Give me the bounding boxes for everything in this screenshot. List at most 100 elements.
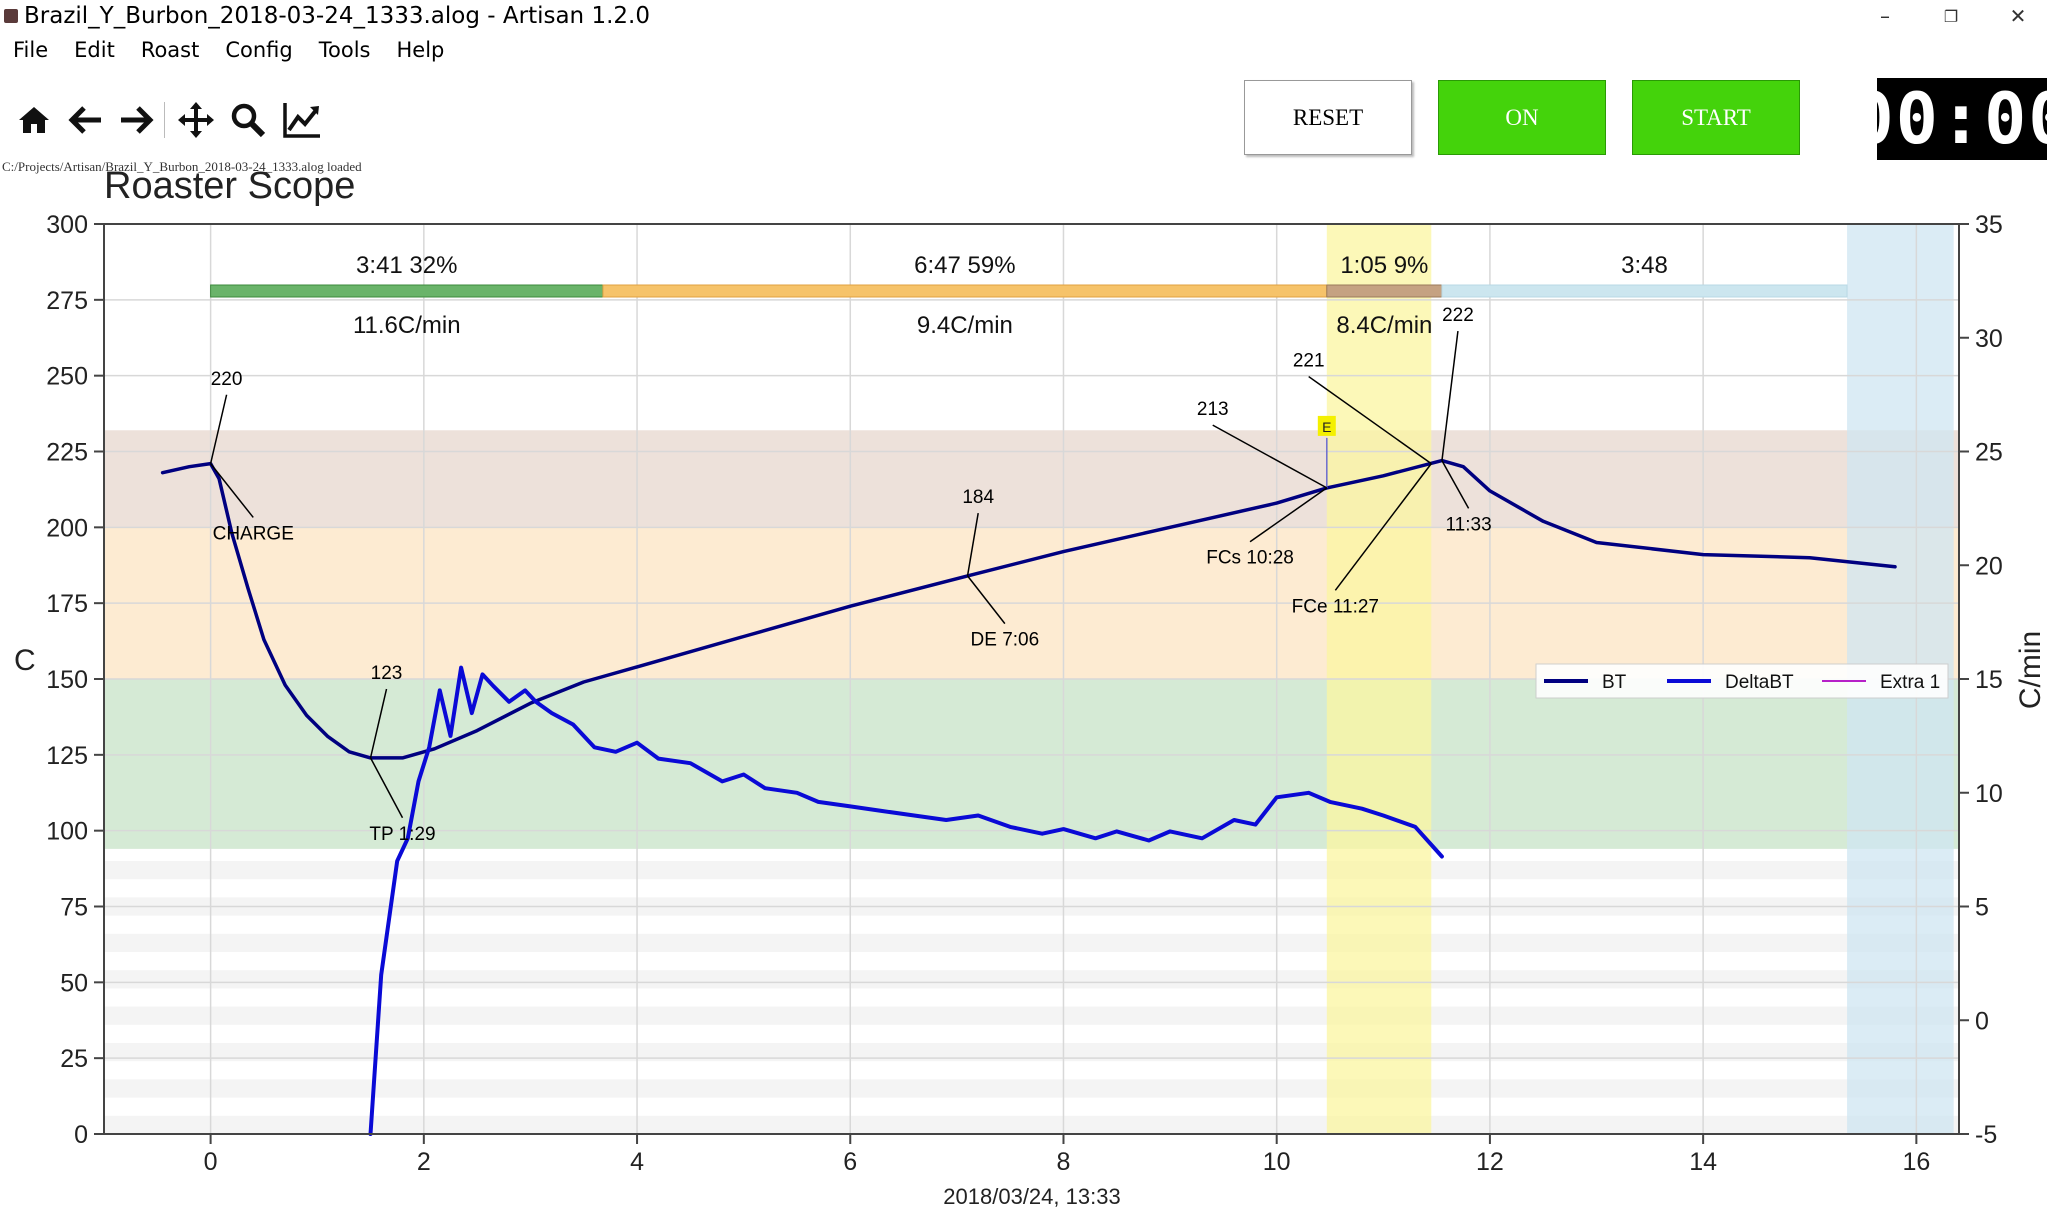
- background-stripe: [104, 933, 1959, 952]
- phase-label: 6:47 59%: [914, 252, 1015, 279]
- series-line-deltabt: [368, 665, 1444, 1136]
- annotation-leader: [1334, 463, 1432, 591]
- annotation-label: 222: [1442, 305, 1474, 326]
- phase-label: 1:05 9%: [1340, 252, 1428, 279]
- phase-ror-label: 8.4C/min: [1336, 312, 1432, 339]
- toolbar-separator: [164, 102, 165, 138]
- y2-axis-label: C/min: [2014, 631, 2047, 709]
- annotation-leader: [369, 688, 388, 759]
- app-icon: [4, 9, 18, 23]
- phase-label: 3:41 32%: [356, 252, 457, 279]
- y-tick-label: 250: [46, 363, 88, 391]
- y-tick-label: 125: [46, 742, 88, 770]
- annotation-leader: [1249, 487, 1328, 543]
- x-tick-label: 2: [417, 1148, 431, 1176]
- x-tick-label: 4: [630, 1148, 644, 1176]
- y-tick-label: 300: [46, 211, 88, 239]
- annotation-label: CHARGE: [213, 523, 294, 544]
- series-line-bt: [160, 458, 1897, 760]
- menu-tools[interactable]: Tools: [318, 38, 371, 62]
- title-bar: Brazil_Y_Burbon_2018-03-24_1333.alog - A…: [0, 0, 2048, 32]
- y2-tick-label: 15: [1975, 666, 2003, 694]
- annotation-label: 221: [1293, 351, 1325, 372]
- close-button[interactable]: ✕: [2009, 4, 2027, 28]
- menu-file[interactable]: File: [13, 38, 49, 62]
- menu-bar: File Edit Roast Config Tools Help: [0, 34, 457, 66]
- temperature-band: [104, 430, 1959, 528]
- y-tick-label: 50: [60, 969, 88, 997]
- start-button[interactable]: START: [1632, 80, 1800, 155]
- roast-timer-display: 00:00: [1852, 78, 2048, 160]
- annotation-leader: [209, 394, 228, 464]
- chart-legend: BT DeltaBT Extra 1: [1535, 663, 1949, 699]
- x-tick-label: 6: [843, 1148, 857, 1176]
- y-tick-label: 100: [46, 818, 88, 846]
- home-icon[interactable]: [12, 98, 56, 142]
- legend-label: Extra 1: [1880, 672, 1940, 693]
- event-marker-box: [1317, 415, 1336, 436]
- on-button[interactable]: ON: [1438, 80, 1606, 155]
- legend-label: BT: [1602, 672, 1627, 693]
- annotation-label: TP 1:29: [369, 824, 435, 845]
- y2-tick-label: 30: [1975, 325, 2003, 353]
- y-tick-label: 25: [60, 1045, 88, 1073]
- status-path-label: C:/Projects/Artisan/Brazil_Y_Burbon_2018…: [2, 159, 362, 174]
- background-stripe: [104, 1115, 1959, 1134]
- y2-tick-label: 0: [1975, 1007, 1989, 1035]
- y-tick-label: 225: [46, 439, 88, 467]
- annotation-label: 11:33: [1446, 514, 1492, 535]
- annotation-label: FCe 11:27: [1292, 596, 1379, 617]
- pan-move-icon[interactable]: [174, 98, 218, 142]
- phase-bar: [210, 284, 604, 298]
- forward-arrow-icon[interactable]: [114, 98, 158, 142]
- y2-tick-label: 25: [1975, 439, 2003, 467]
- phase-ror-label: 9.4C/min: [917, 312, 1013, 339]
- menu-config[interactable]: Config: [225, 38, 293, 62]
- x-tick-label: 8: [1057, 1148, 1071, 1176]
- x-axis-label: 2018/03/24, 13:33: [943, 1184, 1120, 1209]
- x-tick-label: 0: [204, 1148, 218, 1176]
- phase-bar: [602, 284, 1328, 298]
- y-tick-label: 200: [46, 514, 88, 542]
- menu-edit[interactable]: Edit: [74, 38, 115, 62]
- menu-help[interactable]: Help: [396, 38, 445, 62]
- window-title: Brazil_Y_Burbon_2018-03-24_1333.alog - A…: [24, 3, 650, 29]
- phase-bar: [1326, 284, 1443, 298]
- annotation-leader: [1441, 330, 1459, 461]
- background-stripe: [104, 1006, 1959, 1025]
- back-arrow-icon[interactable]: [64, 98, 108, 142]
- background-stripe: [104, 1079, 1959, 1098]
- annotation-label: 220: [211, 369, 243, 390]
- background-stripe: [104, 861, 1959, 880]
- subplot-line-icon[interactable]: [280, 98, 324, 142]
- y-tick-label: 75: [60, 894, 88, 922]
- annotation-label: DE 7:06: [971, 630, 1040, 651]
- zoom-magnifier-icon[interactable]: [226, 98, 270, 142]
- annotation-leader: [369, 757, 404, 819]
- reset-button[interactable]: RESET: [1244, 80, 1412, 155]
- minimize-button[interactable]: –: [1880, 4, 1890, 28]
- roast-chart[interactable]: Roaster Scope C C/min 2018/03/24, 13:33 …: [0, 170, 2048, 1213]
- annotation-leader: [1308, 375, 1432, 465]
- y-tick-label: 275: [46, 287, 88, 315]
- annotation-label: 123: [371, 663, 403, 684]
- legend-box: [1535, 663, 1949, 699]
- annotation-label: FCs 10:28: [1206, 548, 1294, 569]
- annotation-leader: [1441, 460, 1470, 509]
- y2-tick-label: 5: [1975, 894, 1989, 922]
- y2-tick-label: 35: [1975, 211, 2003, 239]
- restore-button[interactable]: ❐: [1943, 6, 1959, 26]
- phase-label: 3:48: [1621, 252, 1668, 279]
- event-marker-label: E: [1322, 419, 1331, 435]
- y2-tick-label: 10: [1975, 780, 2003, 808]
- y-axis-label: C: [14, 644, 36, 677]
- x-tick-label: 16: [1902, 1148, 1930, 1176]
- legend-label: DeltaBT: [1725, 672, 1794, 693]
- menu-roast[interactable]: Roast: [140, 38, 200, 62]
- annotation-leader: [210, 463, 254, 518]
- background-stripe: [104, 1043, 1959, 1062]
- phase-bar: [1441, 284, 1848, 298]
- annotation-leader: [966, 575, 1006, 625]
- y-tick-label: 0: [74, 1121, 88, 1149]
- y-tick-label: 175: [46, 590, 88, 618]
